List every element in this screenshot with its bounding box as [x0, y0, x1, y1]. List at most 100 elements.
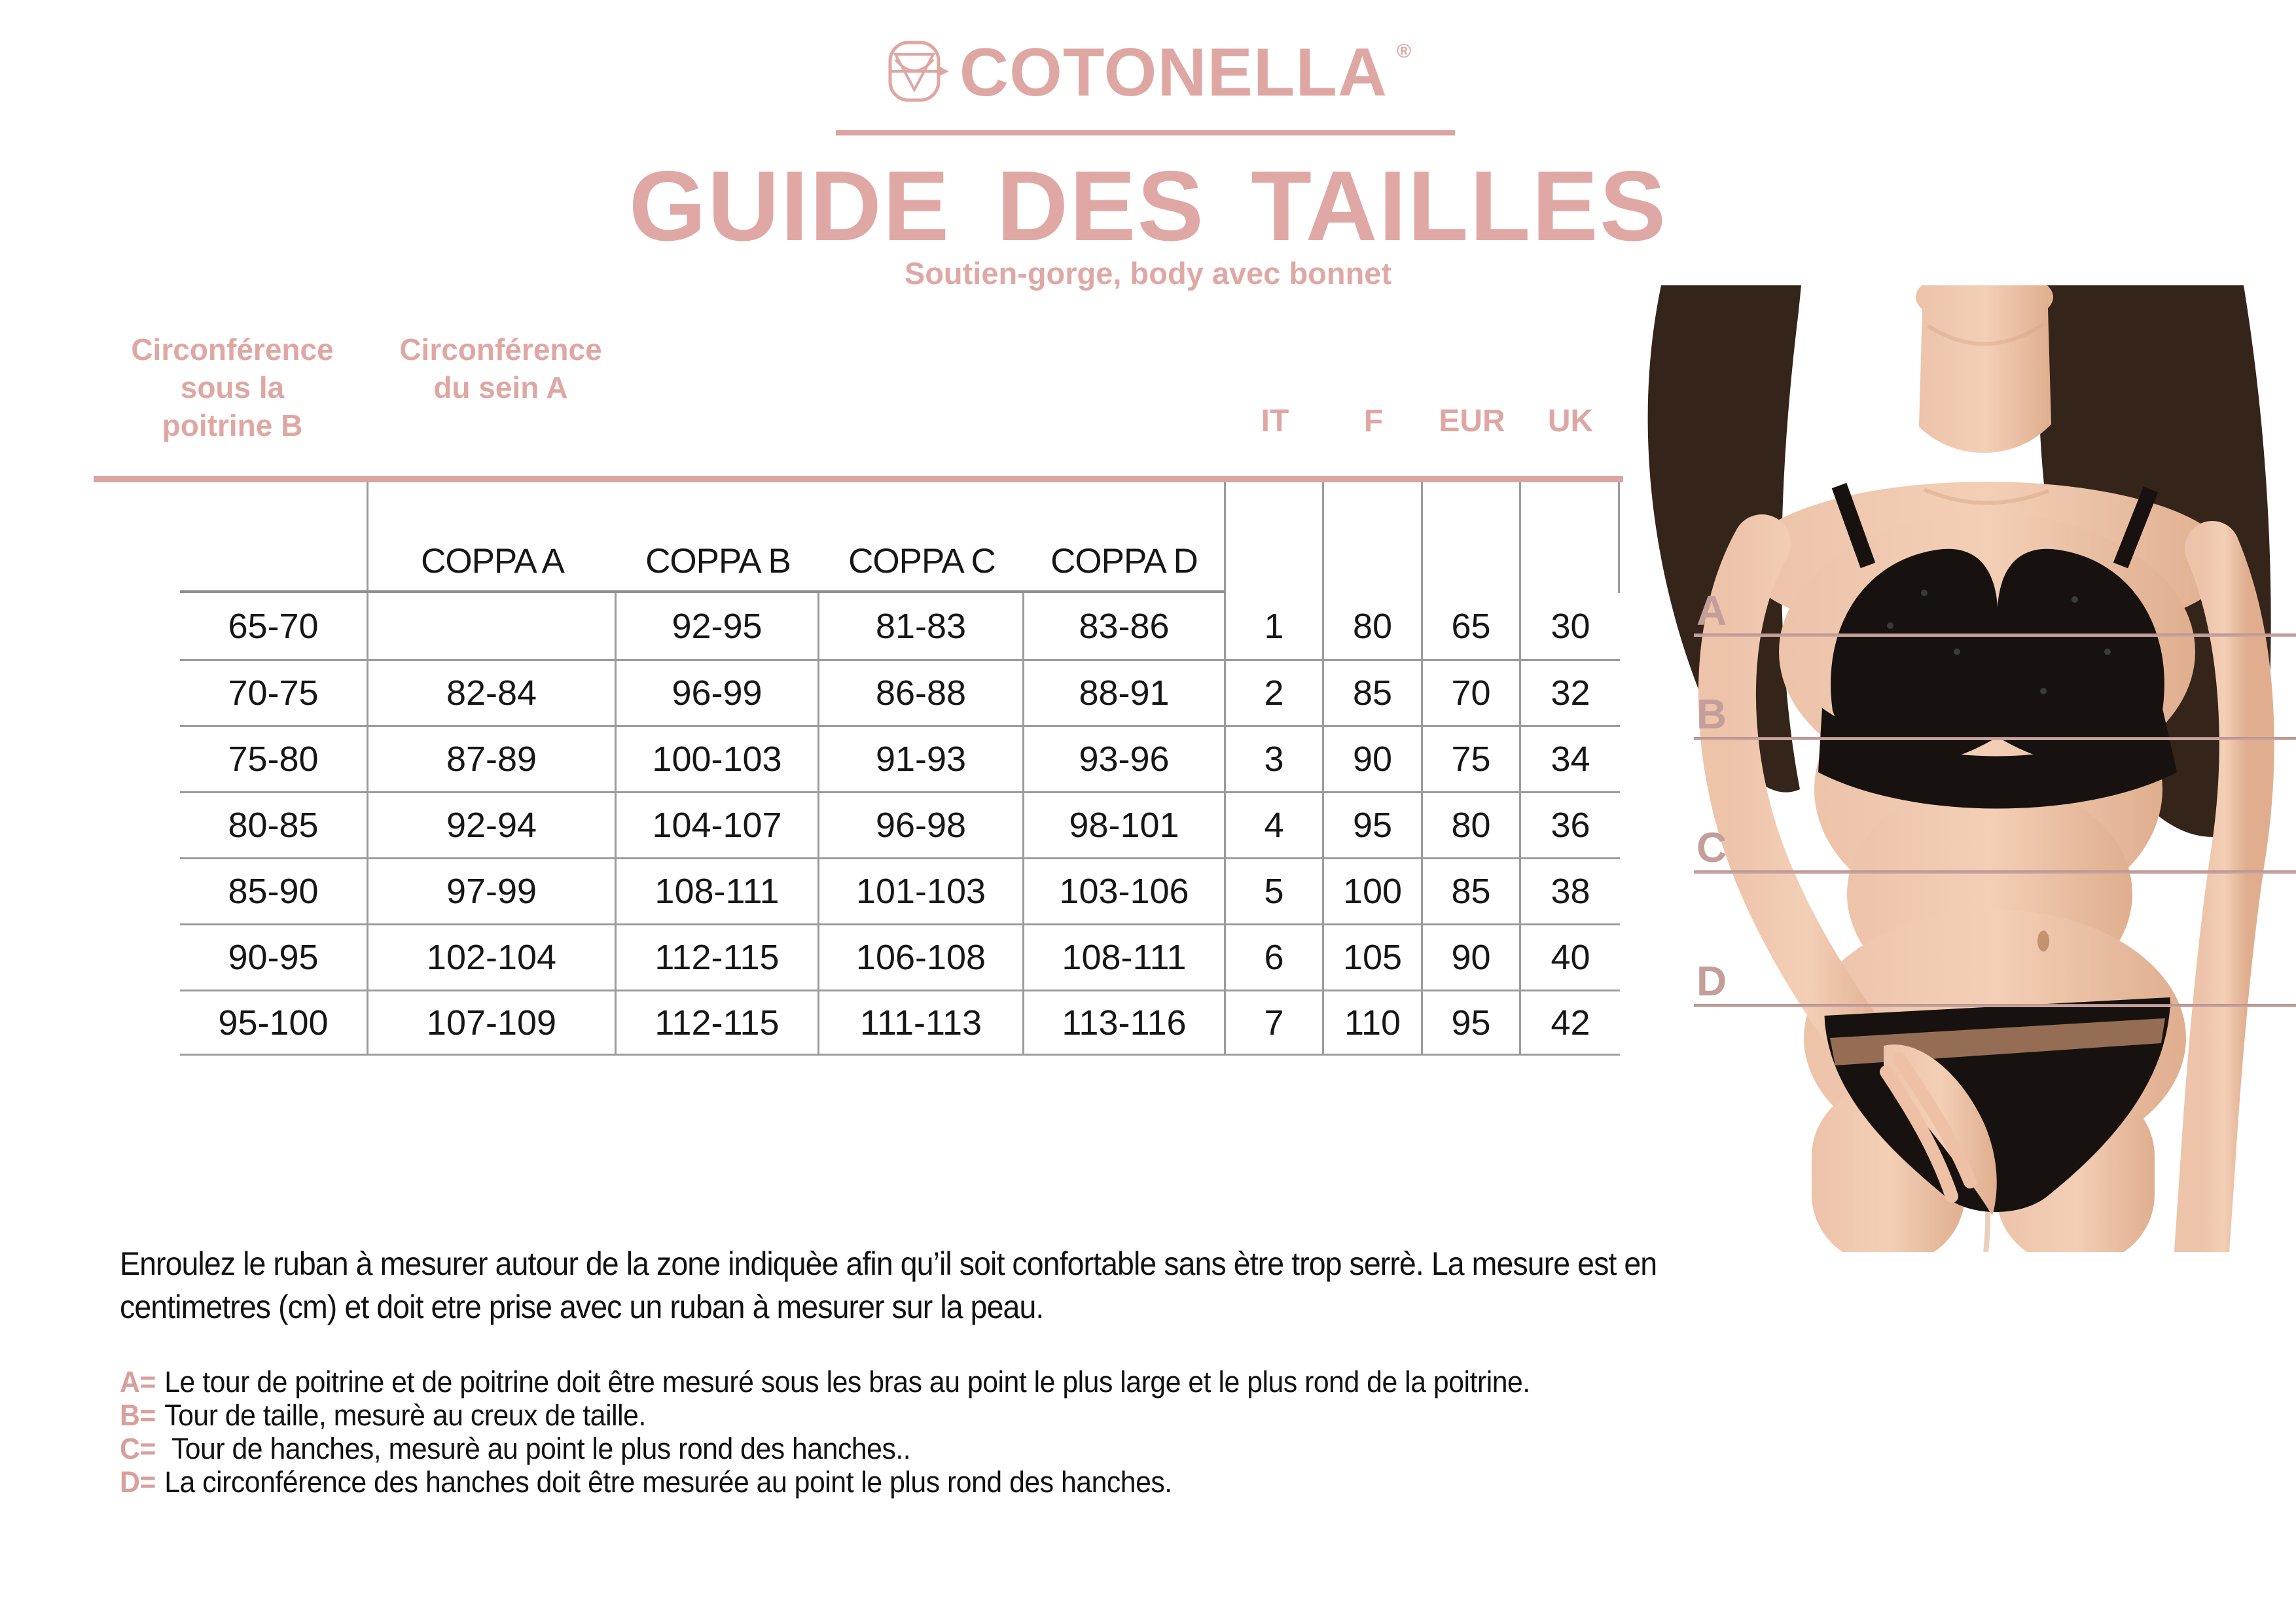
logo-underline	[836, 130, 1455, 135]
table-cell: 86-88	[819, 659, 1024, 725]
f-header-cell	[1324, 482, 1423, 593]
definition-key-d: D=	[120, 1465, 156, 1499]
hair-left	[1647, 285, 1801, 793]
cup-header-a: COPPA A	[368, 482, 617, 593]
table-cell: 107-109	[368, 990, 617, 1056]
size-system-header-f: F	[1363, 404, 1384, 438]
table-cell: 4	[1226, 791, 1324, 857]
size-table: COPPA A COPPA B COPPA C COPPA D 65-70 92…	[180, 482, 1620, 1056]
table-cell: 34	[1521, 725, 1620, 791]
instruction-line: centimetres (cm) et doit etre prise avec…	[120, 1289, 1044, 1325]
table-cell: 106-108	[819, 923, 1024, 990]
brand-logo-text: COTONELLA	[959, 35, 1388, 111]
table-cell: 90	[1324, 725, 1423, 791]
registered-mark: ®	[1397, 41, 1412, 62]
definition-c: C= Tour de hanches, mesurè au point le p…	[120, 1432, 1530, 1465]
table-cell: 65-70	[180, 593, 368, 659]
underbust-header-line: poitrine B	[162, 408, 303, 442]
table-cell: 38	[1521, 857, 1620, 923]
bust-column-header: Circonférence du sein A	[361, 330, 640, 406]
table-cell	[368, 593, 617, 659]
table-cell: 83-86	[1024, 593, 1226, 659]
table-cell: 32	[1521, 659, 1620, 725]
table-cell: 87-89	[368, 725, 617, 791]
cup-header-b: COPPA B	[617, 482, 819, 593]
measure-line-d	[1694, 1004, 2296, 1007]
table-cell: 100	[1324, 857, 1423, 923]
underbust-column-header: Circonférence sous la poitrine B	[98, 330, 367, 444]
table-cell: 95	[1423, 990, 1521, 1056]
table-cell: 75-80	[180, 725, 368, 791]
table-cell: 82-84	[368, 659, 617, 725]
eur-header-cell	[1423, 482, 1521, 593]
definition-text-a: Le tour de poitrine et de poitrine doit …	[164, 1365, 1530, 1399]
size-system-header-row: IT F EUR UK	[1226, 403, 1620, 439]
table-cell: 103-106	[1024, 857, 1226, 923]
measure-label-a: A	[1696, 587, 1728, 634]
table-cell: 7	[1226, 990, 1324, 1056]
cup-header-c: COPPA C	[819, 482, 1024, 593]
size-system-header-eur: EUR	[1439, 404, 1505, 438]
table-cell: 85	[1423, 857, 1521, 923]
table-cell: 93-96	[1024, 725, 1226, 791]
table-cell: 90	[1423, 923, 1521, 990]
table-cell: 91-93	[819, 725, 1024, 791]
table-cell: 112-115	[617, 990, 819, 1056]
table-cell: 75	[1423, 725, 1521, 791]
cup-header-d: COPPA D	[1024, 482, 1226, 593]
instruction-line: Enroulez le ruban à mesurer autour de la…	[120, 1245, 1657, 1282]
bra-strap-right	[2113, 486, 2159, 569]
bra-strap-left	[1831, 482, 1876, 569]
measure-line-c	[1694, 870, 2296, 874]
table-cell: 101-103	[819, 857, 1024, 923]
definition-b: B= Tour de taille, mesurè au creux de tai…	[120, 1399, 1530, 1432]
definition-text-d: La circonférence des hanches doit être m…	[164, 1465, 1172, 1499]
bust-header-line: Circonférence	[399, 332, 602, 366]
table-cell: 92-95	[617, 593, 819, 659]
header-rule	[94, 476, 1623, 482]
underbust-header-line: sous la	[180, 370, 285, 404]
table-cell: 112-115	[617, 923, 819, 990]
measure-label-c: C	[1696, 824, 1728, 871]
table-cell: 97-99	[368, 857, 617, 923]
table-cell: 95	[1324, 791, 1423, 857]
arm-left-of-model	[2174, 521, 2274, 1279]
table-cell: 40	[1521, 923, 1620, 990]
measure-line-b	[1694, 737, 2296, 740]
bra-band	[1818, 708, 2177, 809]
table-cell: 104-107	[617, 791, 819, 857]
cotonella-logo-icon	[885, 39, 950, 107]
table-cell: 80	[1423, 791, 1521, 857]
measuring-instructions: Enroulez le ruban à mesurer autour de la…	[120, 1242, 1657, 1329]
table-cell: 81-83	[819, 593, 1024, 659]
table-cell: 2	[1226, 659, 1324, 725]
table-cell: 3	[1226, 725, 1324, 791]
table-cell: 1	[1226, 593, 1324, 659]
table-cell: 113-116	[1024, 990, 1226, 1056]
table-cell: 110	[1324, 990, 1423, 1056]
table-cell: 96-99	[617, 659, 819, 725]
definition-key-b: B=	[120, 1399, 156, 1432]
table-cell: 5	[1226, 857, 1324, 923]
model-photo	[1558, 268, 2296, 1279]
table-corner-cell	[180, 482, 368, 593]
table-cell: 70-75	[180, 659, 368, 725]
table-cell: 88-91	[1024, 659, 1226, 725]
table-cell: 6	[1226, 923, 1324, 990]
table-cell: 85	[1324, 659, 1423, 725]
table-cell: 80-85	[180, 791, 368, 857]
definition-key-c: C=	[120, 1432, 156, 1465]
table-cell: 85-90	[180, 857, 368, 923]
table-cell: 100-103	[617, 725, 819, 791]
page-title: GUIDE DES TAILLES	[628, 151, 1668, 262]
bra-cup-right	[1997, 548, 2164, 764]
measure-label-d: D	[1696, 957, 1728, 1005]
table-cell: 108-111	[1024, 923, 1226, 990]
table-cell: 105	[1324, 923, 1423, 990]
table-cell: 102-104	[368, 923, 617, 990]
table-cell: 30	[1551, 606, 1590, 646]
size-system-header-uk: UK	[1547, 404, 1594, 438]
table-cell: 111-113	[819, 990, 1024, 1056]
it-header-cell	[1226, 482, 1324, 593]
